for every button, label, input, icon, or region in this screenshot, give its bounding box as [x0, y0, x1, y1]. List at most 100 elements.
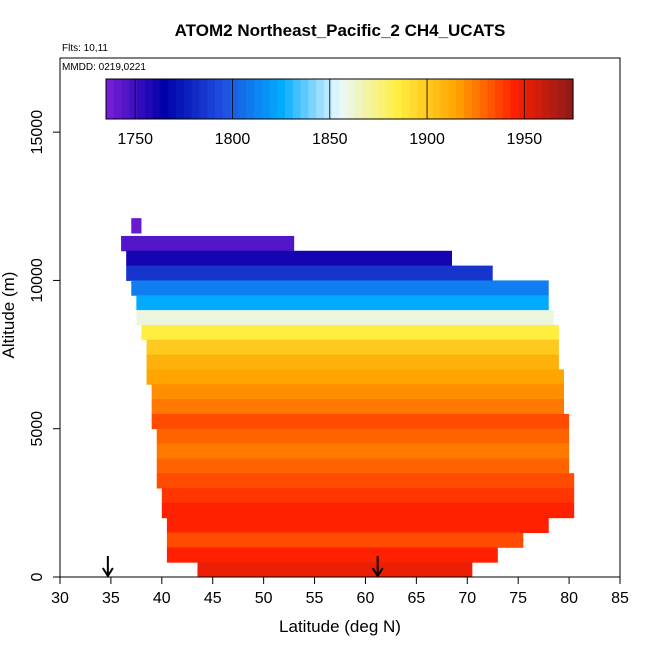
heatmap-band-12	[151, 399, 565, 415]
heatmap	[121, 218, 575, 577]
heatmap-band-21	[166, 532, 524, 548]
y-axis: 0 5000 10000 15000	[29, 110, 60, 581]
colorbar: 1750 1800 1850 1900 1950	[105, 78, 574, 148]
heatmap-band-11	[151, 384, 565, 400]
y-tick-label-0: 0	[29, 572, 46, 581]
heatmap-band-23	[197, 562, 473, 577]
colorbar-swatch-19	[253, 79, 263, 119]
plot-frame	[59, 57, 621, 578]
x-tick-label-45: 45	[204, 590, 222, 607]
colorbar-swatch-24	[292, 79, 302, 119]
x-tick-label-65: 65	[407, 590, 425, 607]
colorbar-swatch-58	[557, 79, 566, 119]
colorbar-swatch-37	[393, 79, 403, 119]
heatmap-band-15	[156, 443, 570, 459]
heatmap-band-3	[126, 265, 493, 281]
x-axis-label: Latitude (deg N)	[279, 617, 401, 636]
colorbar-swatch-10	[183, 79, 193, 119]
heatmap-band-6	[136, 310, 554, 326]
colorbar-swatch-11	[191, 79, 200, 119]
colorbar-swatch-4	[137, 79, 146, 119]
colorbar-swatch-1	[113, 79, 123, 119]
colorbar-swatch-6	[152, 79, 162, 119]
colorbar-swatch-44	[448, 79, 457, 119]
colorbar-swatch-39	[409, 79, 418, 119]
heatmap-band-19	[161, 502, 575, 519]
heatmap-band-17	[156, 473, 575, 489]
colorbar-swatch-55	[534, 79, 543, 119]
colorbar-swatch-12	[199, 79, 208, 119]
heatmap-band-22	[166, 547, 498, 563]
colorbar-swatch-16	[230, 79, 239, 119]
colorbar-swatch-43	[440, 79, 450, 119]
colorbar-swatch-29	[331, 79, 341, 119]
x-tick-label-80: 80	[560, 590, 578, 607]
colorbar-swatch-42	[432, 79, 442, 119]
colorbar-swatch-26	[308, 79, 317, 119]
colorbar-swatch-34	[370, 79, 380, 119]
colorbar-swatch-9	[176, 79, 185, 119]
heatmap-band-16	[156, 458, 570, 474]
colorbar-swatch-27	[316, 79, 325, 119]
colorbar-swatch-31	[347, 79, 356, 119]
heatmap-band-7	[141, 324, 559, 341]
colorbar-swatch-5	[144, 79, 154, 119]
colorbar-label-1800: 1800	[215, 131, 251, 148]
y-tick-label-10000: 10000	[29, 258, 46, 303]
colorbar-swatch-32	[355, 79, 364, 119]
heatmap-band-2	[126, 250, 452, 267]
colorbar-swatch-33	[362, 79, 372, 119]
heatmap-band-18	[161, 488, 575, 504]
colorbar-swatch-45	[456, 79, 465, 119]
heatmap-band-0	[131, 218, 142, 234]
x-tick-label-40: 40	[153, 590, 171, 607]
colorbar-swatch-20	[261, 79, 271, 119]
x-tick-label-75: 75	[509, 590, 527, 607]
colorbar-swatch-59	[565, 79, 574, 119]
colorbar-swatch-53	[518, 79, 527, 119]
colorbar-swatch-40	[417, 79, 426, 119]
heatmap-band-13	[151, 413, 570, 430]
heatmap-band-8	[146, 339, 559, 356]
heatmap-band-4	[131, 280, 549, 296]
arrow-marker-1	[371, 556, 384, 578]
x-tick-label-55: 55	[306, 590, 324, 607]
heatmap-band-9	[146, 354, 559, 370]
colorbar-label-1900: 1900	[409, 131, 445, 148]
colorbar-swatch-18	[246, 79, 255, 119]
x-tick-label-35: 35	[102, 590, 120, 607]
colorbar-swatch-23	[285, 79, 294, 119]
colorbar-swatch-47	[471, 79, 481, 119]
colorbar-swatch-25	[300, 79, 309, 119]
colorbar-swatch-28	[323, 79, 333, 119]
heatmap-band-20	[166, 517, 549, 534]
colorbar-swatch-15	[222, 79, 232, 119]
colorbar-swatch-38	[401, 79, 411, 119]
colorbar-swatch-41	[425, 79, 434, 119]
y-axis-label: Altitude (m)	[0, 272, 18, 359]
colorbar-frame	[105, 78, 574, 120]
colorbar-swatch-13	[207, 79, 216, 119]
colorbar-swatch-30	[339, 79, 348, 119]
heatmap-band-14	[156, 428, 570, 445]
x-tick-label-85: 85	[611, 590, 629, 607]
colorbar-swatch-7	[160, 79, 169, 119]
flights-label: Flts: 10,11	[62, 43, 108, 54]
colorbar-swatch-8	[168, 79, 177, 119]
colorbar-swatch-56	[541, 79, 551, 119]
x-tick-label-70: 70	[458, 590, 476, 607]
colorbar-swatch-57	[549, 79, 559, 119]
colorbar-label-1950: 1950	[507, 131, 543, 148]
colorbar-swatch-50	[495, 79, 504, 119]
arrow-markers	[102, 556, 384, 578]
y-tick-label-15000: 15000	[29, 110, 46, 155]
colorbar-swatch-21	[269, 79, 278, 119]
colorbar-label-1850: 1850	[312, 131, 348, 148]
heatmap-band-5	[136, 295, 549, 311]
colorbar-swatch-0	[106, 79, 115, 119]
heatmap-band-10	[146, 369, 564, 385]
heatmap-band-1	[121, 235, 295, 252]
colorbar-swatch-3	[129, 79, 138, 119]
colorbar-swatch-17	[238, 79, 247, 119]
